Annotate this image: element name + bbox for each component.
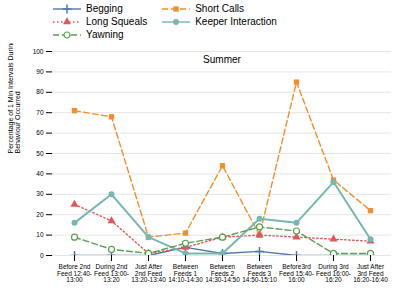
html-text:Short Calls: Short Calls bbox=[195, 3, 245, 14]
svg-text:BetweenFeeds 114:10-14:30: BetweenFeeds 114:10-14:30 bbox=[168, 263, 203, 283]
svg-text:Before 2ndFeed 12:40-13:00: Before 2ndFeed 12:40-13:00 bbox=[57, 263, 92, 283]
svg-text:BetweenFeeds 214:30-14:50: BetweenFeeds 214:30-14:50 bbox=[205, 263, 240, 283]
svg-text:0: 0 bbox=[40, 252, 44, 259]
html-text:Long Squeals: Long Squeals bbox=[86, 16, 148, 27]
svg-text:100: 100 bbox=[33, 48, 44, 55]
svg-text:70: 70 bbox=[36, 109, 44, 116]
svg-text:During 2ndFeed 13:00-13:20: During 2ndFeed 13:00-13:20 bbox=[94, 263, 129, 283]
html-text:Yawning: Yawning bbox=[86, 29, 124, 40]
svg-text:Just After2nd Feed13:20-13:40: Just After2nd Feed13:20-13:40 bbox=[131, 263, 166, 283]
svg-text:BetweenFeeds 314:50-15:10: BetweenFeeds 314:50-15:10 bbox=[242, 263, 277, 283]
svg-text:10: 10 bbox=[36, 231, 44, 238]
html-text:Keeper Interaction: Keeper Interaction bbox=[195, 16, 277, 27]
html-text:Begging: Begging bbox=[86, 3, 123, 14]
svg-text:40: 40 bbox=[36, 170, 44, 177]
svg-text:60: 60 bbox=[36, 129, 44, 136]
svg-text:30: 30 bbox=[36, 190, 44, 197]
svg-text:80: 80 bbox=[36, 88, 44, 95]
svg-text:50: 50 bbox=[36, 150, 44, 157]
svg-text:20: 20 bbox=[36, 211, 44, 218]
svg-text:Percentage of 1 Min Intervals: Percentage of 1 Min Intervals During whi… bbox=[7, 43, 21, 154]
svg-text:Summer: Summer bbox=[203, 54, 241, 65]
svg-text:Before3rdFeed 15:40-16:00: Before3rdFeed 15:40-16:00 bbox=[279, 263, 314, 283]
svg-text:During 3rdFeed 16:00-16:20: During 3rdFeed 16:00-16:20 bbox=[316, 263, 351, 283]
svg-text:Just After3rd Feed16:20-16:40: Just After3rd Feed16:20-16:40 bbox=[353, 263, 388, 283]
svg-text:90: 90 bbox=[36, 68, 44, 75]
